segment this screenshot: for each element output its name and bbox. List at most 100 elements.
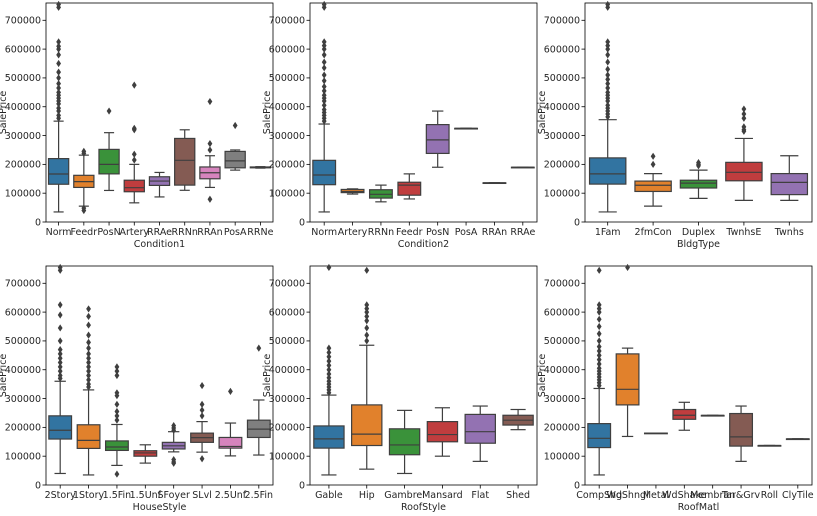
outlier-point xyxy=(57,363,63,371)
x-tick-label: Metal xyxy=(643,490,669,501)
outlier-point xyxy=(321,38,327,46)
box-2Story xyxy=(48,263,73,475)
outlier-point xyxy=(326,353,332,361)
y-tick-label: 300000 xyxy=(269,394,305,405)
box-iqr xyxy=(388,428,421,456)
outlier-point xyxy=(57,371,63,380)
x-tick-label: RRAn xyxy=(482,227,507,238)
box-2.5Unf xyxy=(218,387,243,457)
outlier-point xyxy=(131,156,137,164)
box-1.5Unf xyxy=(133,444,158,464)
x-tick-label: 1Story xyxy=(73,490,105,501)
box-TwnhsE xyxy=(725,105,763,201)
box-iqr xyxy=(587,423,612,449)
outlier-point xyxy=(56,68,62,76)
outlier-point xyxy=(57,301,63,309)
y-tick-label: 500000 xyxy=(269,73,305,84)
outlier-point xyxy=(605,75,611,83)
outlier-point xyxy=(86,358,91,367)
x-tick-label: RRAn xyxy=(197,227,222,238)
outlier-point xyxy=(364,324,370,332)
y-tick-label: 0 xyxy=(299,217,305,228)
box-WdShngl xyxy=(615,263,640,438)
x-tick-label: Tar&Grv xyxy=(721,490,761,501)
x-tick-label: 1.5Fin xyxy=(103,490,132,501)
y-tick-label: 500000 xyxy=(5,336,41,347)
x-tick-label: Gable xyxy=(315,490,343,501)
axes-frame xyxy=(584,265,813,486)
y-tick-label: 200000 xyxy=(5,160,41,171)
x-axis-label: RoofMatl xyxy=(678,502,720,513)
outlier-point xyxy=(741,110,747,118)
box-PosN xyxy=(425,110,450,168)
outlier-point xyxy=(605,101,611,109)
outlier-point xyxy=(86,312,91,321)
x-axis-label: HouseStyle xyxy=(133,502,187,513)
chart-panel-5: 0 100000 200000 300000 400000 500000 600000 700… xyxy=(537,263,814,513)
outlier-point xyxy=(650,160,656,168)
y-tick-label: 300000 xyxy=(269,131,305,142)
x-tick-label: Twnhs xyxy=(774,227,804,238)
outlier-point xyxy=(256,344,262,352)
outlier-point xyxy=(596,347,602,355)
outlier-point xyxy=(207,146,213,154)
outlier-point xyxy=(321,91,327,99)
outlier-point xyxy=(86,354,91,362)
outlier-point xyxy=(321,101,327,109)
y-tick-label: 100000 xyxy=(5,188,41,199)
box-Shed xyxy=(502,408,534,431)
outlier-point xyxy=(57,354,63,362)
outlier-point xyxy=(57,345,63,354)
box-iqr xyxy=(98,148,120,175)
outlier-point xyxy=(364,317,370,325)
y-tick-label: 700000 xyxy=(269,16,305,27)
box-Flat xyxy=(464,405,496,462)
axes-frame xyxy=(309,2,538,223)
outlier-point xyxy=(605,71,611,79)
outlier-point xyxy=(596,315,602,323)
y-axis-label: SalePrice xyxy=(537,91,548,135)
outlier-point xyxy=(56,0,62,9)
box-iqr xyxy=(48,415,73,440)
y-tick-label: 600000 xyxy=(5,307,41,318)
outlier-point xyxy=(605,51,611,59)
outlier-point xyxy=(114,363,120,371)
axes-frame xyxy=(45,265,274,486)
outlier-point xyxy=(364,305,370,313)
box-RRAn xyxy=(199,97,221,203)
outlier-point xyxy=(199,381,205,390)
y-tick-label: 100000 xyxy=(269,451,305,462)
y-tick-label: 400000 xyxy=(269,102,305,113)
y-tick-label: 200000 xyxy=(269,160,305,171)
y-tick-label: 700000 xyxy=(269,279,305,290)
box-Gable xyxy=(313,263,345,476)
outlier-point xyxy=(321,58,327,66)
outlier-point xyxy=(596,305,602,313)
box-Duplex xyxy=(679,159,718,199)
outlier-point xyxy=(199,412,205,420)
outlier-point xyxy=(364,266,370,274)
outlier-point xyxy=(696,159,701,167)
outlier-point xyxy=(56,88,62,96)
x-tick-label: Flat xyxy=(471,490,489,501)
box-iqr xyxy=(588,157,627,185)
box-iqr xyxy=(312,159,337,186)
y-tick-label: 200000 xyxy=(269,423,305,434)
outlier-point xyxy=(232,121,238,130)
outlier-point xyxy=(321,64,327,72)
box-iqr xyxy=(76,424,101,450)
y-tick-label: 400000 xyxy=(5,365,41,376)
outlier-point xyxy=(326,370,332,378)
x-tick-label: PosA xyxy=(455,227,478,238)
box-RRAe xyxy=(510,166,535,169)
box-RRNn xyxy=(174,129,196,191)
box-RRAn xyxy=(482,182,507,185)
y-tick-label: 0 xyxy=(35,217,41,228)
x-tick-label: 1Fam xyxy=(595,227,621,238)
x-tick-label: Shed xyxy=(506,490,530,501)
box-Gambrel xyxy=(388,409,421,475)
x-tick-label: Membran xyxy=(690,490,735,501)
outlier-point xyxy=(605,38,611,46)
y-tick-label: 400000 xyxy=(269,365,305,376)
outlier-point xyxy=(114,416,120,424)
